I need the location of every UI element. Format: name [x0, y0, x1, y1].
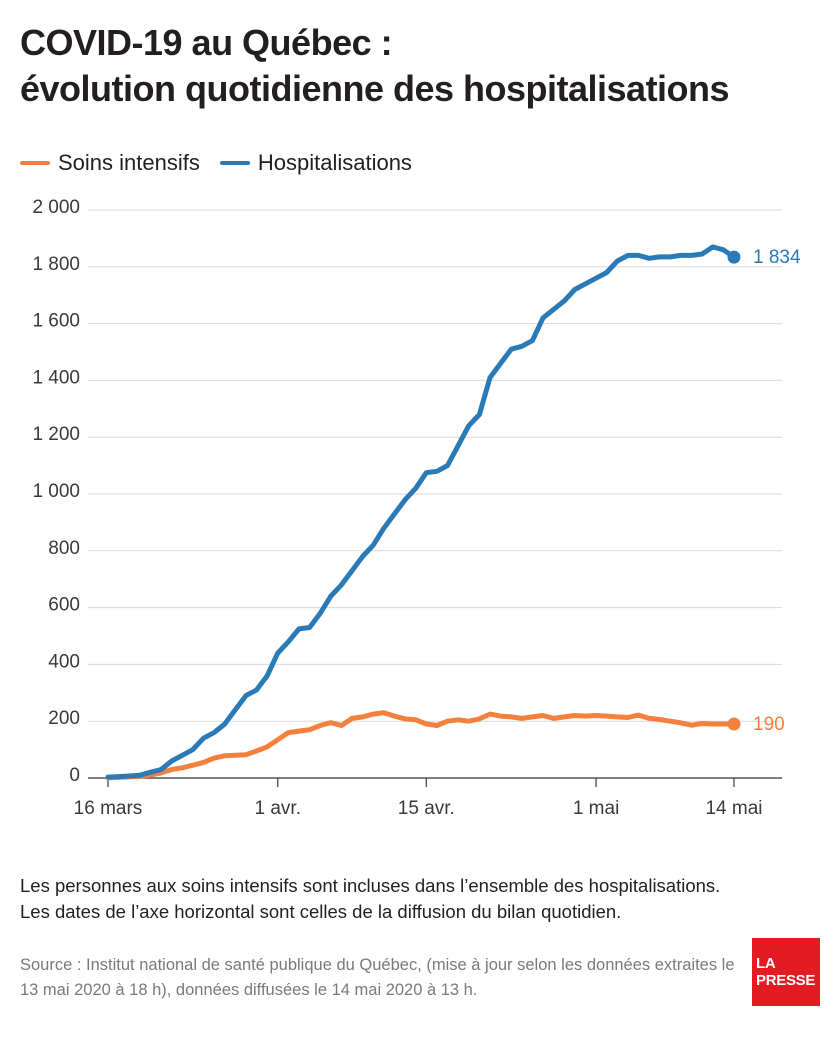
legend-item-hospitalisations: Hospitalisations	[219, 150, 412, 176]
end-label-hospitalisations: 1 834	[753, 247, 801, 268]
y-tick-label-1600: 1 600	[32, 311, 80, 332]
x-tick-label-1-mai: 1 mai	[573, 798, 619, 819]
note-line-1: Les personnes aux soins intensifs sont i…	[20, 875, 721, 896]
line-chart: 0 200 400 600 800 1 000 1 200 1 400 1 600 1 800 2 …	[32, 197, 801, 819]
end-markers: 190 1 834	[727, 247, 801, 735]
end-label-soins-intensifs: 190	[753, 714, 785, 735]
y-tick-label-1200: 1 200	[32, 424, 80, 445]
series-lines	[105, 244, 737, 781]
series-line-hospitalisations	[105, 244, 737, 780]
chart-title-line-1: COVID-19 au Québec :	[20, 22, 393, 63]
legend-swatch-hospitalisations	[219, 161, 250, 165]
logo-line-1: LA	[756, 955, 776, 972]
logo-line-2: PRESSE	[756, 972, 816, 989]
y-axis-ticks: 0 200 400 600 800 1 000 1 200 1 400 1 600 1 800 2 …	[32, 197, 80, 786]
legend-item-soins-intensifs: Soins intensifs	[20, 150, 200, 176]
legend-label-hospitalisations: Hospitalisations	[257, 150, 412, 175]
y-tick-label-2000: 2 000	[32, 197, 80, 218]
chart-title-line-2: évolution quotidienne des hospitalisatio…	[20, 68, 730, 109]
la-presse-logo: LA PRESSE	[752, 938, 820, 1006]
series-line-soins-intensifs	[105, 710, 737, 781]
chart-title: COVID-19 au Québec : évolution quotidien…	[20, 20, 820, 112]
x-tick-label-14-mai: 14 mai	[705, 798, 762, 819]
x-tick-label-16-mars: 16 mars	[74, 798, 143, 819]
source-text: Source : Institut national de santé publ…	[20, 956, 735, 999]
end-point-soins-intensifs	[727, 717, 741, 731]
y-tick-label-1000: 1 000	[32, 481, 80, 502]
chart-legend: Soins intensifs Hospitalisations	[20, 148, 432, 178]
y-tick-label-0: 0	[69, 765, 80, 786]
y-tick-label-600: 600	[48, 595, 80, 616]
end-point-hospitalisations	[727, 250, 741, 264]
legend-swatch-soins-intensifs	[20, 161, 50, 165]
x-tick-label-15-avr: 15 avr.	[398, 798, 455, 819]
chart-notes: Les personnes aux soins intensifs sont i…	[20, 873, 820, 925]
grid-lines	[88, 209, 782, 779]
x-tick-label-1-avr: 1 avr.	[255, 798, 301, 819]
y-tick-label-200: 200	[48, 708, 80, 729]
legend-label-soins-intensifs: Soins intensifs	[58, 150, 200, 175]
y-tick-label-1400: 1 400	[32, 367, 80, 388]
y-tick-label-800: 800	[48, 538, 80, 559]
note-line-2: Les dates de l’axe horizontal sont celle…	[20, 901, 622, 922]
x-axis-ticks: 16 mars 1 avr. 15 avr. 1 mai 14 mai	[74, 778, 763, 819]
y-tick-label-1800: 1 800	[32, 254, 80, 275]
y-tick-label-400: 400	[48, 651, 80, 672]
